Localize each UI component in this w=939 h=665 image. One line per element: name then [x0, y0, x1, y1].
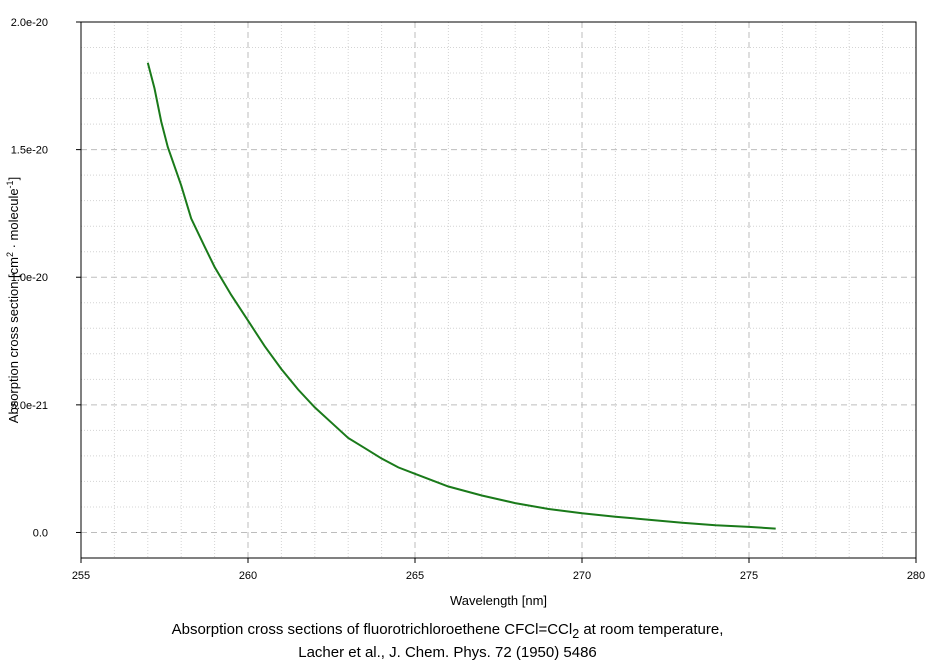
y-tick-label: 1.5e-20	[11, 145, 48, 157]
x-tick-label: 280	[907, 570, 925, 582]
plot-area-frame	[80, 21, 917, 559]
y-axis-label: Absorption cross section [cm2 · molecule…	[5, 177, 21, 423]
y-tick-label: 0.0	[33, 527, 48, 539]
major-grid	[81, 22, 916, 558]
y-axis-label-end: ]	[6, 177, 21, 181]
x-tick-label: 255	[72, 570, 90, 582]
y-axis-label-sup1: 2	[5, 252, 15, 257]
caption-line-2: Lacher et al., J. Chem. Phys. 72 (1950) …	[298, 644, 597, 661]
x-tick-label: 270	[573, 570, 591, 582]
y-tick-label: 2.0e-20	[11, 17, 48, 29]
y-axis-label-main: Absorption cross section [cm	[6, 257, 21, 423]
minor-grid	[81, 22, 916, 558]
caption-line-1-end: at room temperature,	[579, 621, 724, 638]
caption-subscript: 2	[572, 627, 580, 641]
chart: 255 260 265 270 275 280 0.0 5.0e-21 1.0e-20 1.5e…	[5, 17, 925, 608]
caption-line-1-text: Absorption cross sections of fluorotrich…	[171, 621, 573, 638]
series-line	[146, 62, 776, 530]
x-axis-label: Wavelength [nm]	[450, 593, 547, 608]
y-axis-label-mid: · molecule	[6, 188, 21, 252]
x-tick-label: 275	[740, 570, 758, 582]
y-tick-label: 5.0e-21	[11, 400, 48, 412]
x-axis: 255 260 265 270 275 280	[72, 558, 925, 582]
x-tick-label: 260	[239, 570, 257, 582]
y-tick-label: 1.0e-20	[11, 272, 48, 284]
y-axis-label-sup2: -1	[5, 180, 15, 188]
caption-line-1: Absorption cross sections of fluorotrich…	[0, 619, 895, 645]
y-axis: 0.0 5.0e-21 1.0e-20 1.5e-20 2.0e-20	[11, 17, 81, 539]
x-tick-label: 265	[406, 570, 424, 582]
